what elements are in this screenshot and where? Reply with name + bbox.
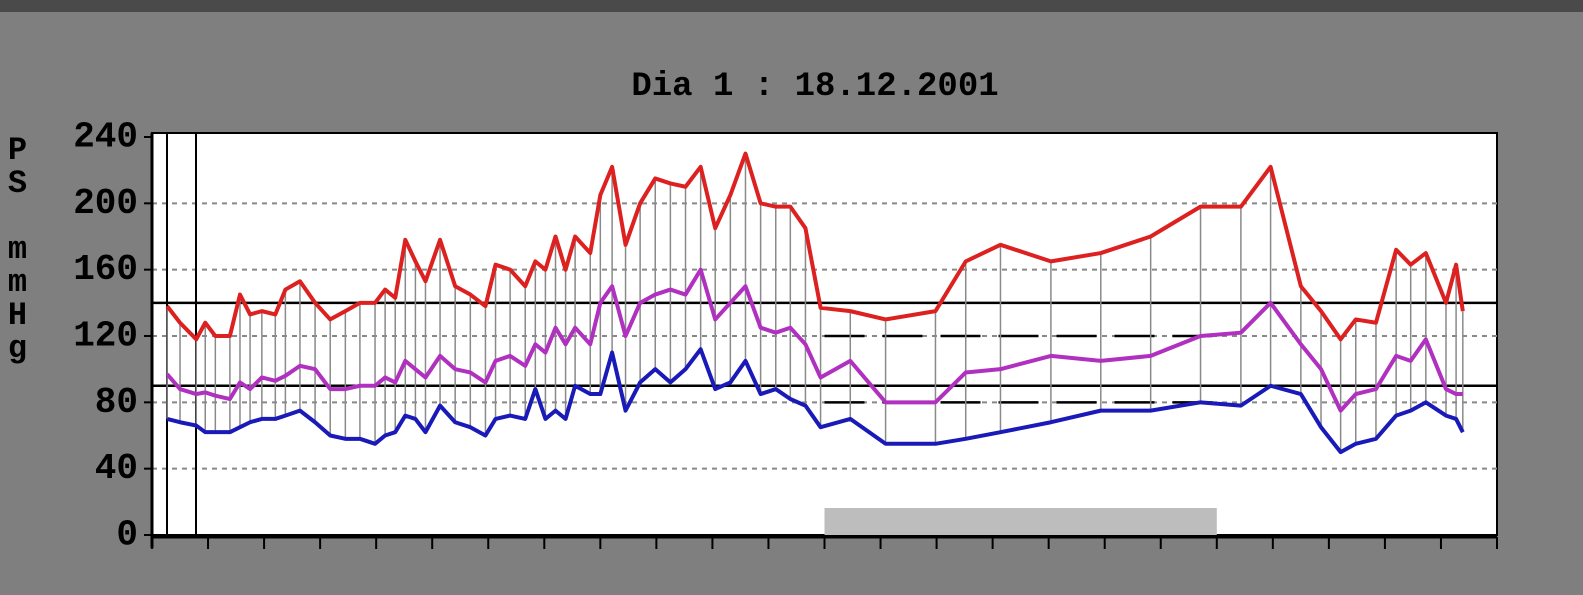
series-line bbox=[166, 347, 1465, 455]
night-period bbox=[824, 508, 1217, 535]
y-tick-label: 120 bbox=[73, 316, 138, 357]
y-tick-label: 160 bbox=[73, 249, 138, 290]
chart-title: Dia 1 : 18.12.2001 bbox=[631, 68, 998, 106]
y-tick-label: 240 bbox=[73, 117, 138, 158]
y-tick-label: 80 bbox=[95, 382, 138, 423]
y-axis-label: PS mmHg bbox=[0, 132, 36, 363]
y-tick-label: 200 bbox=[73, 183, 138, 224]
top-bar bbox=[0, 0, 1583, 12]
series-line bbox=[165, 267, 1463, 413]
y-tick-label: 0 bbox=[116, 515, 138, 556]
series-line bbox=[165, 151, 1465, 342]
y-tick-label: 40 bbox=[95, 448, 138, 489]
